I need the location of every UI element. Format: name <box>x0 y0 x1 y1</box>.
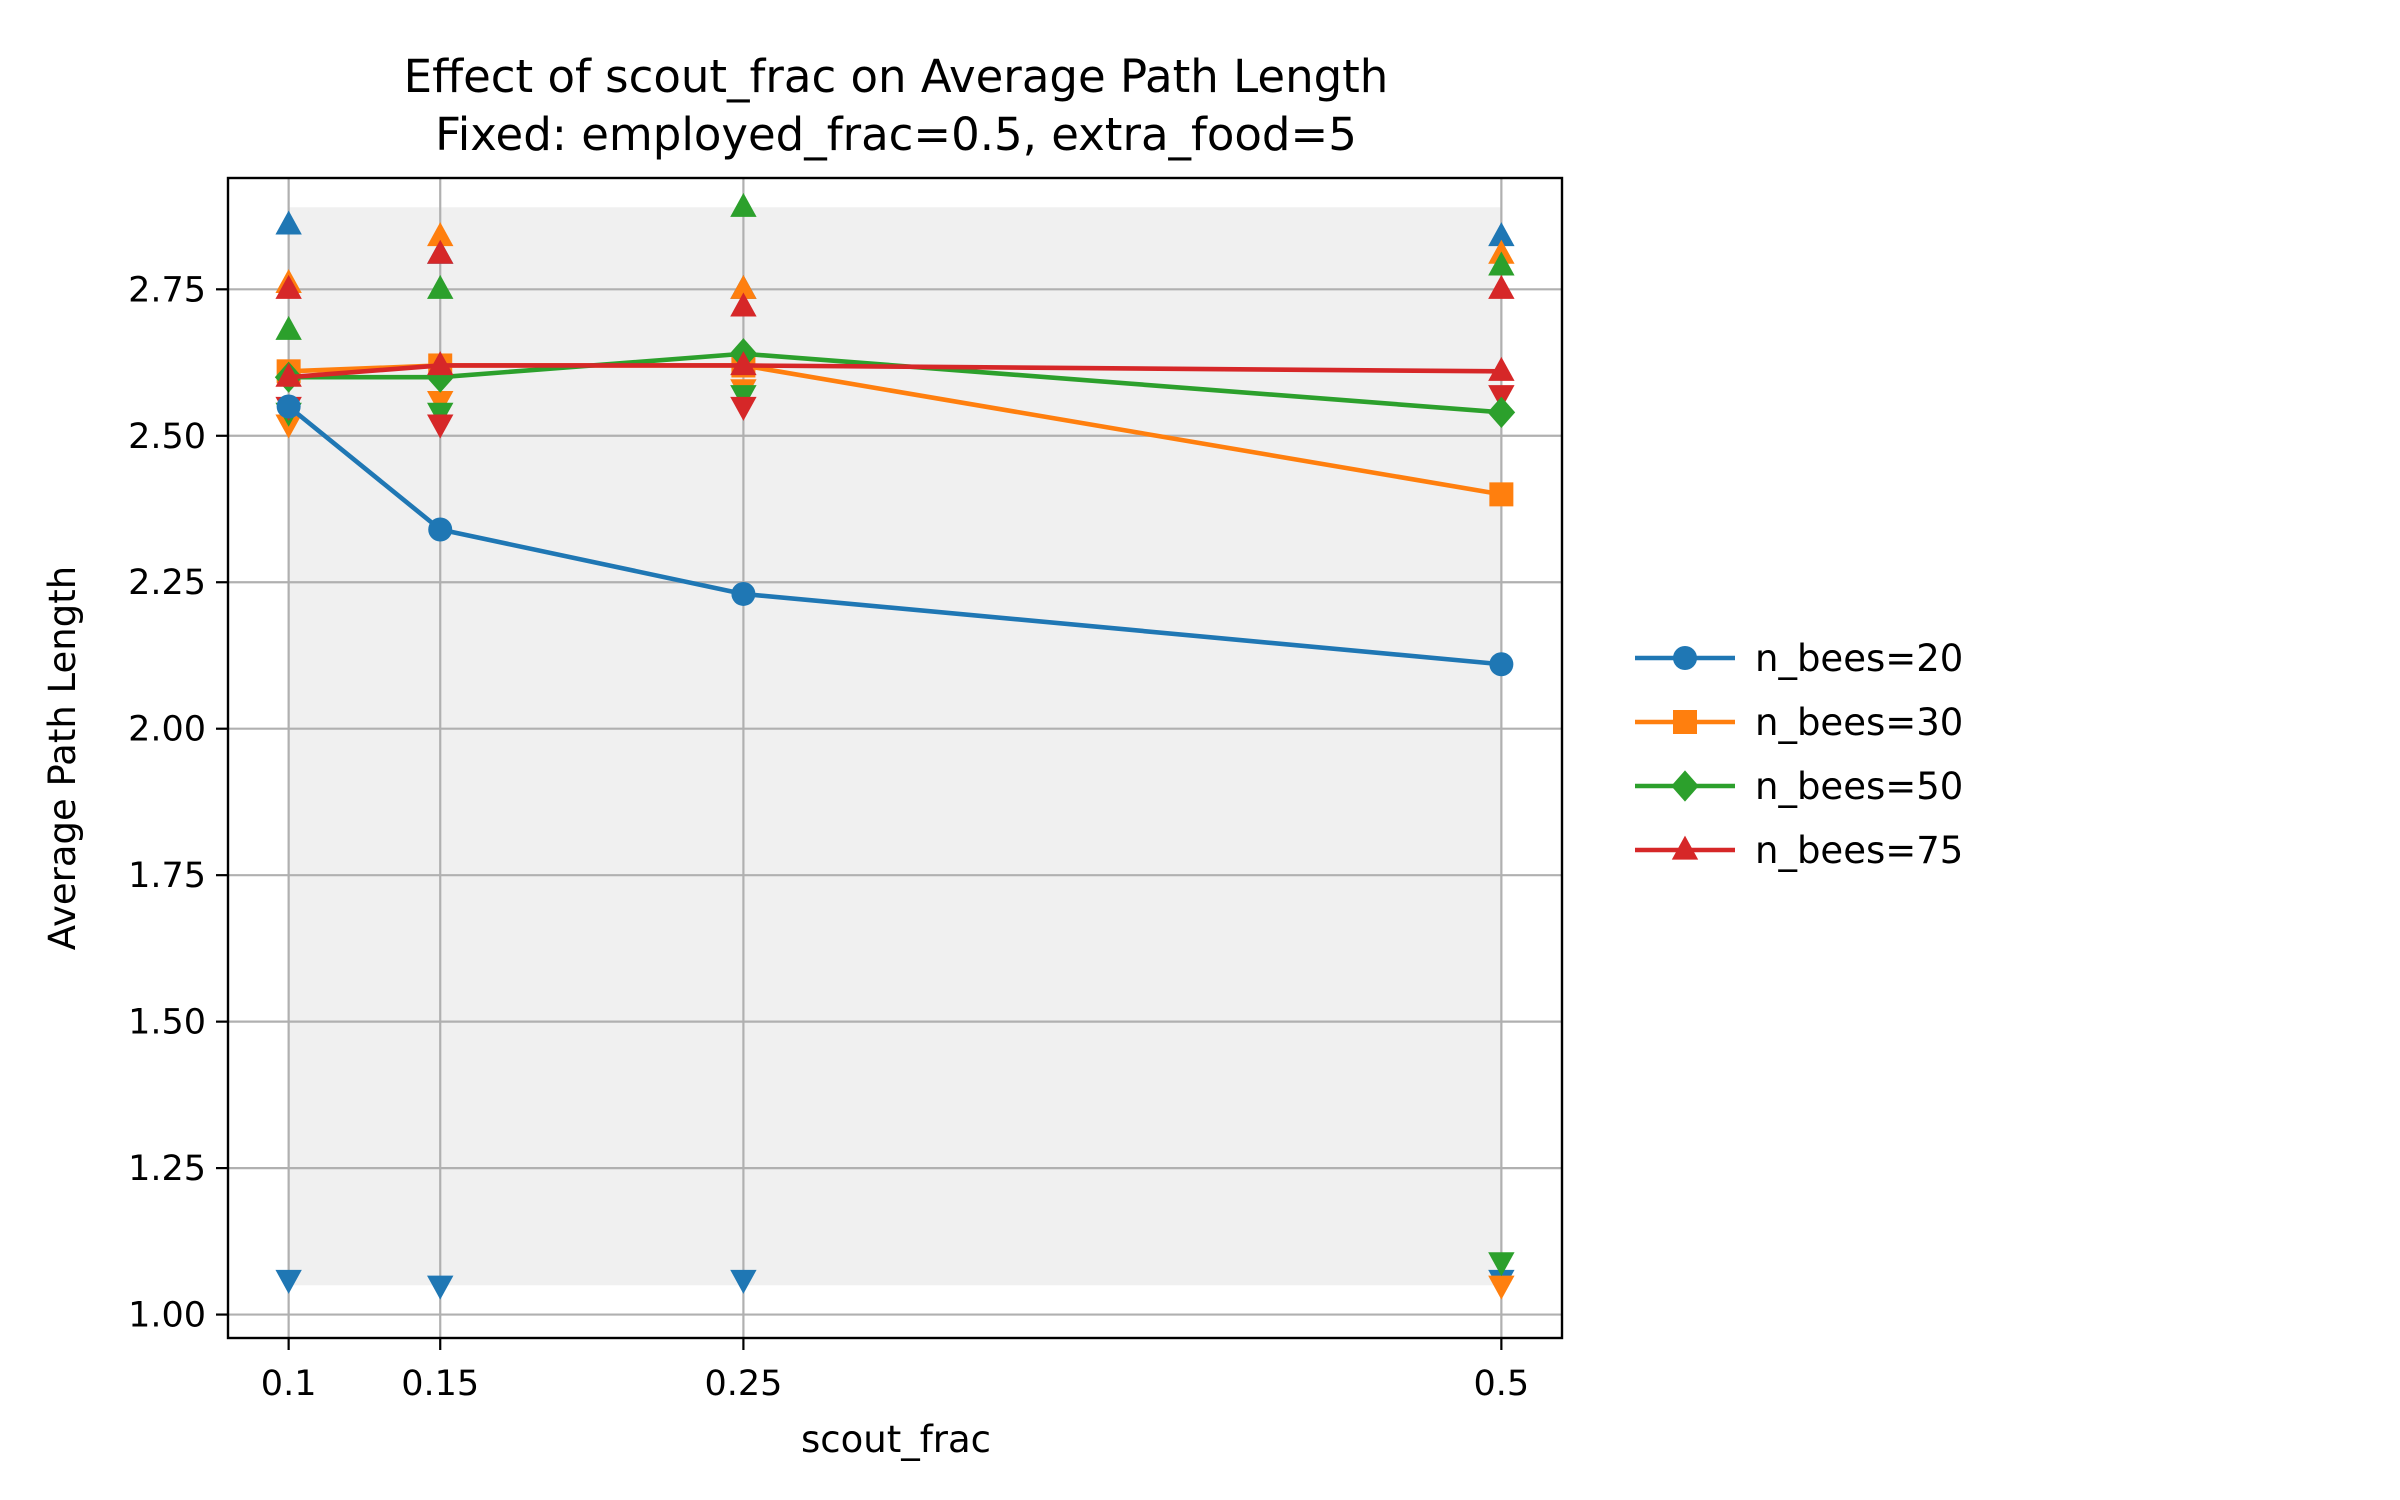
y-tick-label: 1.25 <box>128 1149 206 1189</box>
legend: n_bees=20 n_bees=30 n_bees=50 n_bees=75 <box>1635 637 1963 872</box>
max-point <box>730 292 757 317</box>
max-point <box>730 192 757 217</box>
legend-marker <box>1673 646 1697 670</box>
data-point <box>276 394 301 419</box>
legend-label: n_bees=75 <box>1755 829 1963 872</box>
data-point <box>1487 396 1516 428</box>
y-tick-label: 2.75 <box>128 270 206 310</box>
legend-label: n_bees=20 <box>1755 637 1963 680</box>
x-tick-label: 0.1 <box>261 1364 317 1404</box>
min-point <box>730 1269 757 1294</box>
x-tick-label: 0.25 <box>704 1364 782 1404</box>
max-point <box>427 239 454 264</box>
data-point <box>275 362 302 387</box>
legend-label: n_bees=30 <box>1755 701 1963 744</box>
max-point <box>275 210 302 235</box>
max-point <box>1488 222 1515 247</box>
y-tick-label: 1.50 <box>128 1003 206 1043</box>
range-band <box>288 207 1502 1286</box>
x-tick-label: 0.15 <box>401 1364 479 1404</box>
min-point <box>275 1269 302 1294</box>
data-point <box>730 351 757 376</box>
y-tick-label: 2.00 <box>128 710 206 750</box>
data-point <box>1489 652 1514 677</box>
y-tick-label: 2.25 <box>128 563 206 603</box>
min-point <box>1488 1252 1515 1277</box>
chart-subtitle: Fixed: employed_frac=0.5, extra_food=5 <box>435 108 1357 161</box>
y-axis-label: Average Path Length <box>41 566 84 950</box>
y-tick-label: 1.75 <box>128 856 206 896</box>
data-point <box>731 581 756 606</box>
x-axis-label: scout_frac <box>801 1418 991 1461</box>
min-point <box>427 1275 454 1300</box>
plot-frame <box>226 176 1564 1340</box>
y-tick-label: 1.00 <box>128 1296 206 1336</box>
chart-title: Effect of scout_frac on Average Path Len… <box>404 50 1389 103</box>
max-point <box>275 315 302 340</box>
max-point <box>427 222 454 247</box>
data-point <box>1488 356 1515 381</box>
legend-label: n_bees=50 <box>1755 765 1963 808</box>
min-point <box>427 414 454 439</box>
data-point <box>426 361 455 393</box>
x-tick-label: 0.5 <box>1474 1364 1530 1404</box>
max-point <box>730 274 757 299</box>
plot-area: 0.1 0.15 0.25 0.5 1.00 1.25 1.50 1.75 2.00 2.25 2.… <box>128 176 1564 1404</box>
min-point <box>730 396 757 421</box>
legend-marker <box>1671 770 1699 802</box>
max-point <box>1488 251 1515 276</box>
series-line <box>287 404 1502 667</box>
min-point <box>1488 1275 1515 1300</box>
legend-marker <box>1671 835 1699 860</box>
legend-marker <box>1673 710 1697 734</box>
series-line <box>288 363 1502 380</box>
max-point <box>427 274 454 299</box>
data-point <box>428 517 453 542</box>
max-point <box>275 274 302 299</box>
data-point <box>427 351 454 376</box>
y-tick-label: 2.50 <box>128 417 206 457</box>
data-point <box>1489 482 1514 507</box>
max-point <box>1488 274 1515 299</box>
